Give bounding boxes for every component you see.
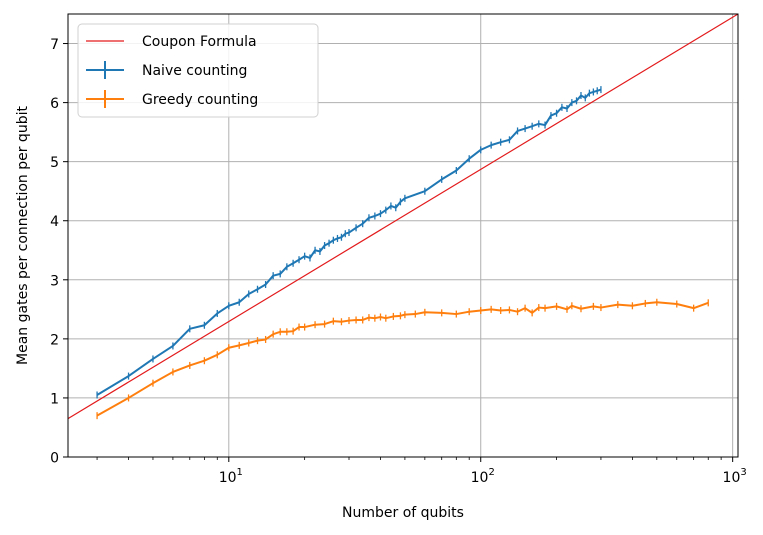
x-tick-label: 102 <box>471 467 495 486</box>
legend-label: Coupon Formula <box>142 34 257 50</box>
x-tick-label: 101 <box>219 467 243 486</box>
legend: Coupon Formula Naive counting Greedy count… <box>77 23 319 118</box>
greedy-counting-line <box>96 301 709 417</box>
y-axis-label: Mean gates per connection per qubit <box>15 106 31 365</box>
y-tick-label: 5 <box>50 155 59 171</box>
y-tick-label: 1 <box>50 391 59 407</box>
plot-series <box>67 13 739 420</box>
y-tick-label: 3 <box>50 273 59 289</box>
y-tick-label: 0 <box>50 451 59 467</box>
y-tick-label: 2 <box>50 332 59 348</box>
y-tick-label: 6 <box>50 96 59 112</box>
x-tick-label: 103 <box>723 467 747 486</box>
legend-label: Greedy counting <box>142 92 258 108</box>
legend-label: Naive counting <box>142 63 247 79</box>
coupon-formula-line <box>67 13 739 420</box>
y-tick-label: 4 <box>50 214 59 230</box>
x-axis-label: Number of qubits <box>342 505 464 521</box>
y-tick-label: 7 <box>50 37 59 53</box>
plot-frame <box>67 13 739 458</box>
axis-ticks: 0 1 2 3 4 5 6 7 101 102 103 <box>50 37 747 486</box>
legend-box <box>77 23 319 118</box>
